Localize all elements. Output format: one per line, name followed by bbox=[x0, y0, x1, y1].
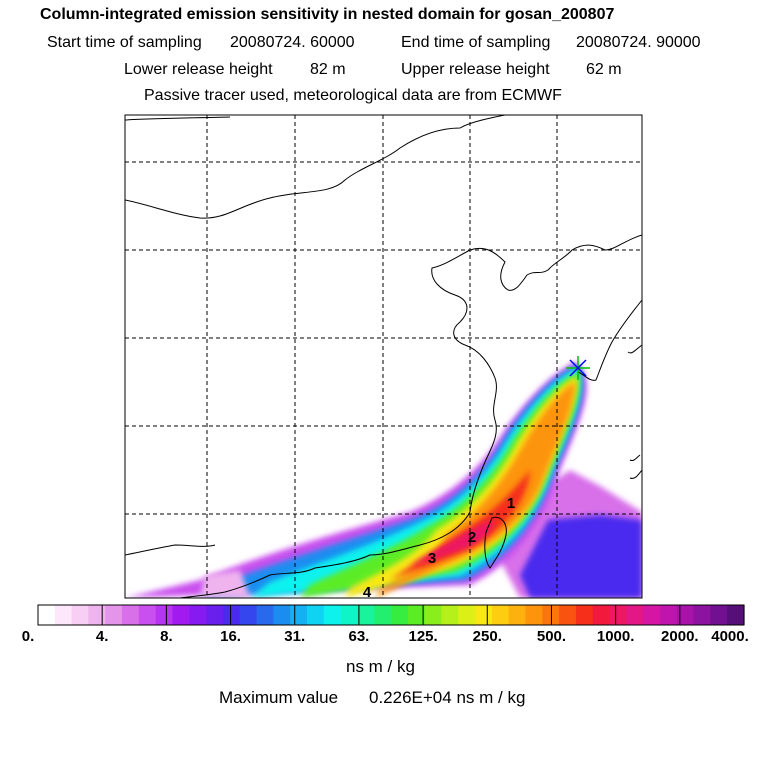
colorbar-cell bbox=[222, 605, 241, 625]
colorbar-cell bbox=[357, 605, 375, 625]
colorbar-cell bbox=[475, 605, 493, 625]
colorbar-cell bbox=[710, 605, 728, 625]
lower-release-value: 82 m bbox=[310, 61, 346, 78]
colorbar-cell bbox=[105, 605, 123, 625]
track-label-2: 2 bbox=[468, 529, 476, 546]
colorbar-tick-label: 125. bbox=[408, 628, 438, 645]
colorbar-cell bbox=[693, 605, 711, 625]
colorbar-cell bbox=[189, 605, 207, 625]
coast-japan-south bbox=[629, 454, 642, 479]
coast-taiwan bbox=[484, 516, 507, 569]
colorbar-tick-label: 500. bbox=[536, 628, 567, 645]
colorbar-cell bbox=[424, 605, 443, 625]
coast-vietnam bbox=[125, 544, 216, 556]
colorbar-cell bbox=[239, 605, 258, 625]
colorbar-tick-label: 1000. bbox=[596, 628, 635, 645]
colorbar-cell bbox=[525, 605, 543, 625]
tracer-note: Passive tracer used, meteorological data… bbox=[144, 87, 562, 104]
colorbar-tick-label: 2000. bbox=[661, 628, 699, 645]
colorbar-cell bbox=[727, 605, 745, 625]
track-label-4: 4 bbox=[363, 584, 372, 601]
coastlines bbox=[125, 115, 642, 598]
upper-release-label: Upper release height bbox=[401, 61, 550, 78]
end-time-value: 20080724. 90000 bbox=[576, 34, 701, 51]
colorbar-cell bbox=[491, 605, 510, 625]
colorbar-cell bbox=[374, 605, 392, 625]
track-label-3: 3 bbox=[428, 550, 436, 567]
colorbar-cell bbox=[659, 605, 678, 625]
colorbar-cell bbox=[155, 605, 174, 625]
plume-orange bbox=[375, 382, 576, 598]
colorbar-cell bbox=[407, 605, 426, 625]
colorbar-cell bbox=[88, 605, 106, 625]
colorbar bbox=[37, 604, 745, 626]
colorbar-cell bbox=[206, 605, 224, 625]
colorbar-cell bbox=[138, 605, 157, 625]
lower-release-label: Lower release height bbox=[124, 61, 273, 78]
colorbar-tick-label: 63. bbox=[348, 628, 370, 645]
colorbar-tick-label: 0. bbox=[21, 628, 35, 645]
colorbar-tick-label: 4000. bbox=[711, 628, 749, 645]
max-value-label: Maximum value bbox=[219, 688, 339, 707]
colorbar-cell bbox=[676, 605, 695, 625]
start-time-value: 20080724. 60000 bbox=[230, 34, 355, 51]
colorbar-cell bbox=[643, 605, 661, 625]
colorbar-tick-label: 8. bbox=[160, 628, 173, 645]
coast-mongolia-border bbox=[125, 115, 506, 219]
plume-east-blue bbox=[520, 515, 642, 598]
coast-china-south bbox=[179, 511, 471, 598]
star-marker-icon bbox=[566, 356, 590, 380]
colorbar-frame bbox=[37, 604, 745, 626]
colorbar-cell bbox=[122, 605, 140, 625]
colorbar-cell bbox=[38, 605, 56, 625]
colorbar-cell bbox=[273, 605, 291, 625]
plume-red bbox=[390, 470, 530, 580]
end-time-label: End time of sampling bbox=[401, 34, 551, 51]
grid bbox=[125, 115, 642, 598]
colorbar-cell bbox=[609, 605, 627, 625]
upper-release-value: 62 m bbox=[586, 61, 622, 78]
colorbar-cell bbox=[71, 605, 90, 625]
plume-core bbox=[410, 520, 495, 566]
colorbar-cell bbox=[290, 605, 308, 625]
colorbar-cell bbox=[626, 605, 644, 625]
colorbar-cell bbox=[441, 605, 459, 625]
colorbar-cell bbox=[592, 605, 611, 625]
colorbar-tick-label: 16. bbox=[220, 628, 241, 645]
track-label-1: 1 bbox=[507, 495, 515, 512]
colorbar-cell bbox=[508, 605, 527, 625]
colorbar-cell bbox=[323, 605, 342, 625]
colorbar-cell bbox=[391, 605, 409, 625]
coast-korea-peninsula bbox=[577, 299, 642, 381]
map-frame bbox=[124, 114, 643, 599]
coast-korea-china bbox=[431, 234, 642, 513]
colorbar-cell bbox=[340, 605, 358, 625]
colorbar-unit: ns m / kg bbox=[346, 657, 415, 676]
colorbar-cell bbox=[559, 605, 577, 625]
plume-sw-patch bbox=[200, 570, 250, 598]
colorbar-cell bbox=[306, 605, 325, 625]
colorbar-tick-label: 31. bbox=[284, 628, 306, 645]
colorbar-cell bbox=[172, 605, 190, 625]
max-value: 0.226E+04 ns m / kg bbox=[369, 688, 526, 707]
colorbar-tick-label: 4. bbox=[95, 628, 109, 645]
start-time-label: Start time of sampling bbox=[47, 34, 202, 51]
plot-title: Column-integrated emission sensitivity i… bbox=[40, 6, 615, 23]
colorbar-cell bbox=[256, 605, 274, 625]
colorbar-cell bbox=[575, 605, 594, 625]
colorbar-cell bbox=[458, 605, 476, 625]
colorbar-tick-label: 250. bbox=[472, 628, 502, 645]
plume-field bbox=[125, 362, 642, 598]
coast-korea-east bbox=[627, 344, 642, 354]
colorbar-cell bbox=[54, 605, 73, 625]
coast-border-north bbox=[125, 116, 231, 121]
